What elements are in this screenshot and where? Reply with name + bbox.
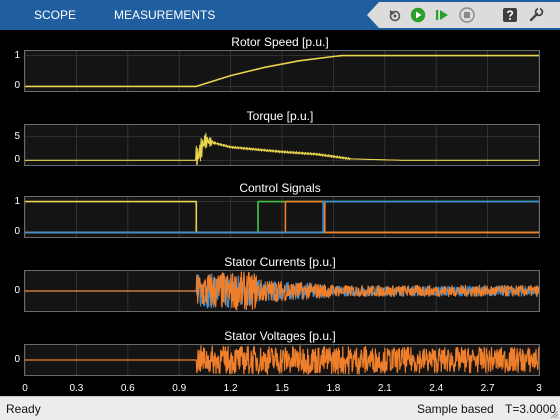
plot-title: Stator Voltages [p.u.] [224,329,336,343]
settings-icon[interactable] [528,7,544,23]
plot-canvas [25,197,539,237]
x-tick-label: 1.2 [223,383,238,394]
y-tick-label: 0 [14,354,20,365]
resize-grip-icon[interactable] [549,409,559,419]
run-icon[interactable] [410,7,426,23]
x-tick-label: 0.3 [69,383,84,394]
plot-canvas [25,271,539,311]
x-tick-label: 3 [536,383,542,394]
y-tick-label: 0 [14,285,20,296]
plot-axes[interactable] [24,124,540,166]
plot-title: Rotor Speed [p.u.] [231,35,329,49]
series-line-0 [25,54,539,88]
x-tick-label: 2.1 [377,383,392,394]
status-sample-mode: Sample based [417,402,494,416]
plot-canvas [25,125,539,165]
y-tick-label: 5 [14,130,20,142]
y-tick-label: 0 [14,226,20,238]
plot-canvas [25,345,539,375]
step-back-icon[interactable] [387,7,403,23]
x-tick-label: 2.7 [480,383,495,394]
plot-axes[interactable] [24,344,540,376]
status-bar: Ready Sample based T=3.0000 [0,396,560,420]
x-tick-label: 0.9 [172,383,187,394]
plot-canvas [25,51,539,91]
plot-title: Stator Currents [p.u.] [224,255,336,269]
series-line-0 [25,132,539,165]
step-forward-icon[interactable] [434,7,450,23]
help-icon[interactable] [502,7,518,23]
plot-axes[interactable] [24,50,540,92]
plot-title: Torque [p.u.] [246,109,314,123]
tab-measurements[interactable]: MEASUREMENTS [114,8,216,22]
x-tick-label: 1.5 [275,383,289,394]
status-state: Ready [6,402,41,416]
scope-display: Rotor Speed [p.u.] 1 0 Torque [p.u.] 5 0 Contr… [0,30,560,396]
scope-toolbar: SCOPE MEASUREMENTS [0,0,560,30]
x-tick-label: 2.4 [429,383,444,394]
x-tick-label: 1.8 [326,383,341,394]
simulation-controls [367,2,560,28]
y-tick-label: 1 [14,195,20,207]
tab-scope[interactable]: SCOPE [34,8,77,22]
status-time: T=3.0000 [505,402,557,416]
y-tick-label: 0 [14,154,20,166]
x-tick-label: 0.6 [120,383,135,394]
plot-axes[interactable] [24,196,540,238]
series-line-3 [25,200,539,234]
x-tick-label: 0 [22,383,28,394]
series-line-0 [25,345,539,375]
y-tick-label: 1 [14,49,20,61]
plot-axes[interactable] [24,270,540,312]
series-line-1 [25,271,539,311]
stop-icon[interactable] [459,7,475,23]
plot-title: Control Signals [239,181,321,195]
y-tick-label: 0 [14,80,20,92]
